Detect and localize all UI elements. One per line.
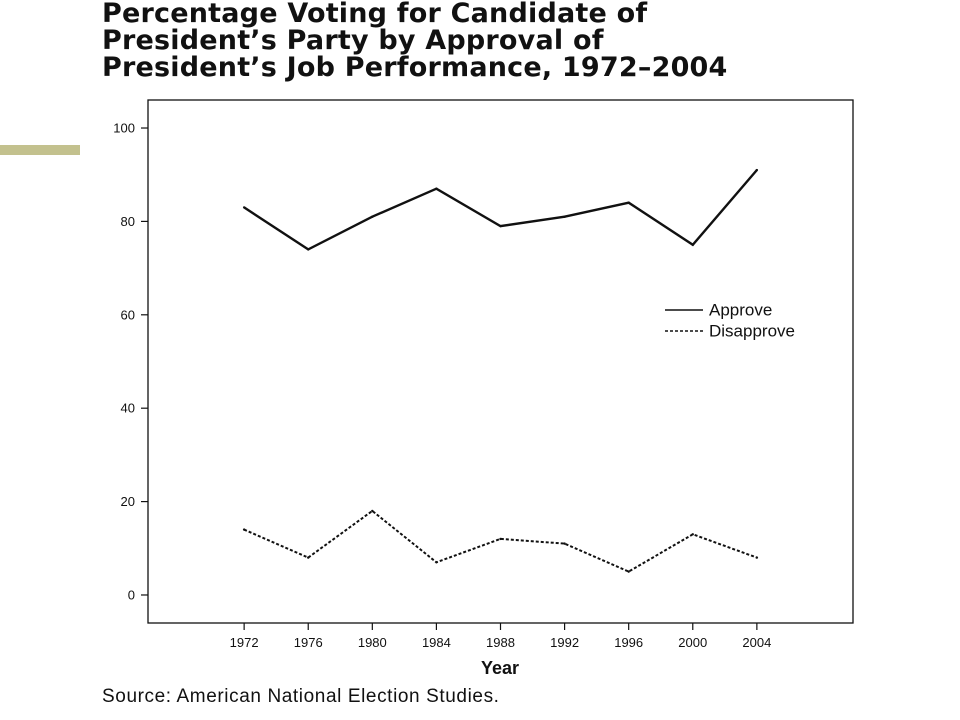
data-point-disapprove-1992: [563, 542, 566, 545]
data-point-disapprove-2000: [691, 533, 694, 536]
chart-title: Percentage Voting for Candidate of Presi…: [102, 0, 882, 81]
plot-frame: [147, 99, 854, 624]
series-line-approve: [243, 169, 758, 251]
legend-label-disapprove: Disapprove: [709, 322, 795, 341]
x-tick-label-1996: 1996: [614, 635, 643, 650]
data-point-disapprove-1972: [242, 528, 246, 531]
x-tick-label-2004: 2004: [742, 635, 771, 650]
legend-label-approve: Approve: [709, 301, 772, 320]
data-point-approve-1972: [242, 206, 246, 209]
x-tick-label-1984: 1984: [422, 635, 451, 650]
accent-bar: [0, 145, 80, 155]
x-tick-label-1976: 1976: [294, 635, 323, 650]
data-point-disapprove-2004: [755, 556, 759, 559]
source-note: Source: American National Election Studi…: [102, 686, 500, 707]
data-point-approve-1984: [435, 187, 438, 190]
y-tick-label-20: 20: [121, 494, 135, 509]
data-point-approve-1988: [499, 224, 502, 228]
title-line-2: President’s Party by Approval of: [102, 25, 604, 56]
title-line-1: Percentage Voting for Candidate of: [102, 0, 648, 29]
x-axis-title: Year: [481, 658, 519, 678]
x-tick-label-1992: 1992: [550, 635, 579, 650]
x-tick-label-1972: 1972: [230, 635, 259, 650]
title-line-3: President’s Job Performance, 1972–2004: [102, 52, 728, 83]
data-point-disapprove-1976: [307, 556, 310, 559]
data-point-approve-2000: [691, 243, 694, 246]
y-tick-label-40: 40: [121, 401, 135, 416]
y-tick-label-0: 0: [128, 587, 135, 602]
y-tick-label-100: 100: [113, 121, 135, 136]
series-layer: [242, 168, 759, 573]
y-axis: 0 20 40 60 80 100: [113, 121, 148, 602]
y-tick-label-80: 80: [121, 214, 135, 229]
data-point-approve-1992: [563, 215, 566, 218]
x-tick-label-1988: 1988: [486, 635, 515, 650]
data-point-disapprove-1996: [627, 570, 630, 573]
data-point-approve-1976: [307, 248, 310, 251]
legend: Approve Disapprove: [665, 301, 795, 341]
series-line-disapprove: [243, 509, 758, 573]
data-point-disapprove-1984: [435, 561, 438, 564]
data-point-approve-1980: [371, 215, 374, 218]
data-point-disapprove-1988: [499, 537, 502, 541]
x-tick-label-2000: 2000: [678, 635, 707, 650]
y-tick-label-60: 60: [121, 307, 135, 322]
data-point-approve-2004: [755, 168, 759, 172]
data-point-disapprove-1980: [371, 509, 374, 513]
data-point-approve-1996: [627, 201, 630, 204]
x-tick-label-1980: 1980: [358, 635, 387, 650]
x-axis: 1972 1976 1980 1984 1988 1992 1996 2000 2004: [230, 623, 771, 650]
